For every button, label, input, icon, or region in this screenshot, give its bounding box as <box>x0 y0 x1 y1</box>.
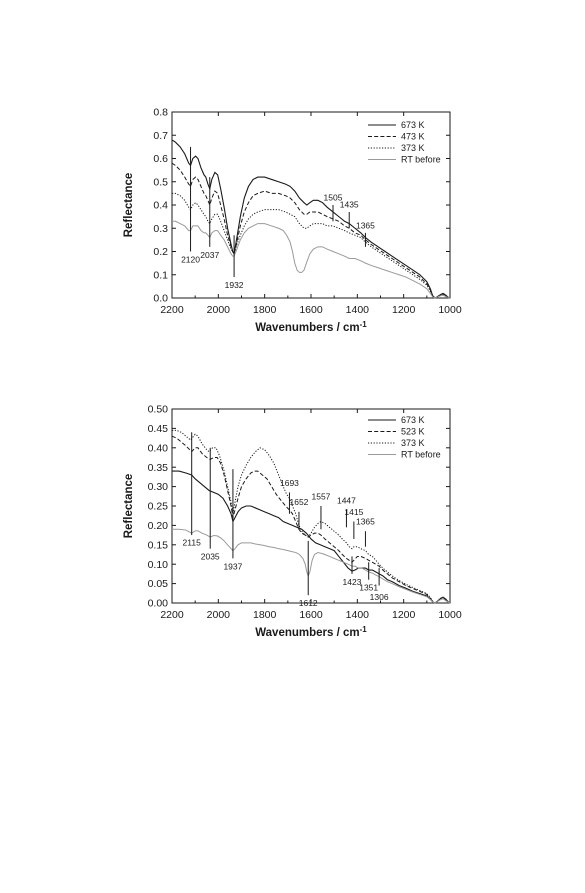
y-axis-label: Reflectance <box>123 173 135 238</box>
chart-panel-2: 2200 2000 1800 1600 1400 1200 1000 0.00 0.05 0.10… <box>123 404 462 639</box>
legend-label: RT before <box>401 155 441 165</box>
y-tick-label: 0.20 <box>148 520 169 532</box>
annotation-label: 1423 <box>343 577 362 587</box>
x-tick-label: 1800 <box>253 609 277 621</box>
x-axis-label-superscript: -1 <box>360 625 368 634</box>
y-tick-label: 0.45 <box>148 423 169 435</box>
annotation-label: 1937 <box>223 561 242 571</box>
y-tick-label: 0.00 <box>148 598 169 610</box>
y-tick-label: 0.10 <box>148 559 169 571</box>
y-tick-label: 0.4 <box>153 200 168 212</box>
series-line-rt-before <box>172 220 451 299</box>
x-tick-label: 2000 <box>207 304 231 316</box>
legend-label: RT before <box>401 450 441 460</box>
annotation-label: 2115 <box>183 538 202 548</box>
x-axis-label: Wavenumbers / cm-1 <box>255 625 367 639</box>
y-tick-label: 0.25 <box>148 501 169 513</box>
x-tick-label: 2200 <box>160 304 184 316</box>
legend-label: 373 K <box>401 143 425 153</box>
x-tick-label: 2200 <box>160 609 184 621</box>
y-tick-label: 0.50 <box>148 404 169 416</box>
annotation-label: 1306 <box>370 592 389 602</box>
series-line-473-k <box>171 162 451 299</box>
annotation-label: 1652 <box>289 497 308 507</box>
y-tick-label: 0.7 <box>153 130 168 142</box>
chart-panel-1: 2200 2000 1800 1600 1400 1200 1000 0.0 0.1 0.2 0.3… <box>123 107 462 334</box>
x-tick-label: 1600 <box>299 609 323 621</box>
series-line-373-k <box>172 429 451 604</box>
x-tick-label: 1200 <box>392 609 416 621</box>
legend-label: 673 K <box>401 120 425 130</box>
x-tick-label: 1800 <box>253 304 277 316</box>
y-tick-label: 0.3 <box>153 223 168 235</box>
y-tick-label: 0.6 <box>153 153 168 165</box>
x-tick-label: 1400 <box>346 609 370 621</box>
x-tick-label: 1400 <box>346 304 370 316</box>
y-tick-label: 0.5 <box>153 176 168 188</box>
y-tick-label: 0.15 <box>148 539 169 551</box>
series-line-373-k <box>172 192 451 299</box>
annotation-label: 2037 <box>200 250 219 260</box>
annotation-label: 1447 <box>337 495 356 505</box>
annotation-label: 2120 <box>181 254 200 264</box>
y-tick-label: 0.2 <box>153 246 168 258</box>
legend-label: 523 K <box>401 427 425 437</box>
x-tick-label: 2000 <box>207 609 231 621</box>
x-tick-label: 1600 <box>299 304 323 316</box>
y-axis-label: Reflectance <box>123 474 135 539</box>
legend-label: 373 K <box>401 438 425 448</box>
annotation-label: 1365 <box>356 517 375 527</box>
annotation-label: 1932 <box>225 280 244 290</box>
series-line-673-k <box>172 470 451 604</box>
y-tick-label: 0.8 <box>153 107 168 119</box>
y-tick-label: 0.1 <box>153 269 168 281</box>
x-tick-label: 1000 <box>438 609 462 621</box>
x-axis-label-superscript: -1 <box>360 320 368 329</box>
y-tick-label: 0.0 <box>153 293 168 305</box>
x-tick-label: 1000 <box>438 304 462 316</box>
y-tick-label: 0.40 <box>148 442 169 454</box>
annotation-label: 1693 <box>280 478 299 488</box>
x-tick-label: 1200 <box>392 304 416 316</box>
series-line-523-k <box>171 435 451 604</box>
y-tick-label: 0.05 <box>148 578 169 590</box>
y-tick-label: 0.35 <box>148 462 169 474</box>
annotation-label: 2035 <box>201 552 220 562</box>
y-tick-label: 0.30 <box>148 481 169 493</box>
legend-label: 673 K <box>401 415 425 425</box>
annotation-label: 1557 <box>312 491 331 501</box>
annotation-label: 1505 <box>324 192 343 202</box>
series-line-rt-before <box>172 528 451 604</box>
annotation-label: 1351 <box>359 583 378 593</box>
x-axis-label: Wavenumbers / cm-1 <box>255 320 367 334</box>
annotation-label: 1612 <box>299 598 318 608</box>
series-line-673-k <box>171 139 451 299</box>
legend-label: 473 K <box>401 132 425 142</box>
annotation-label: 1415 <box>344 507 363 517</box>
annotation-label: 1365 <box>356 220 375 230</box>
annotation-label: 1435 <box>340 199 359 209</box>
